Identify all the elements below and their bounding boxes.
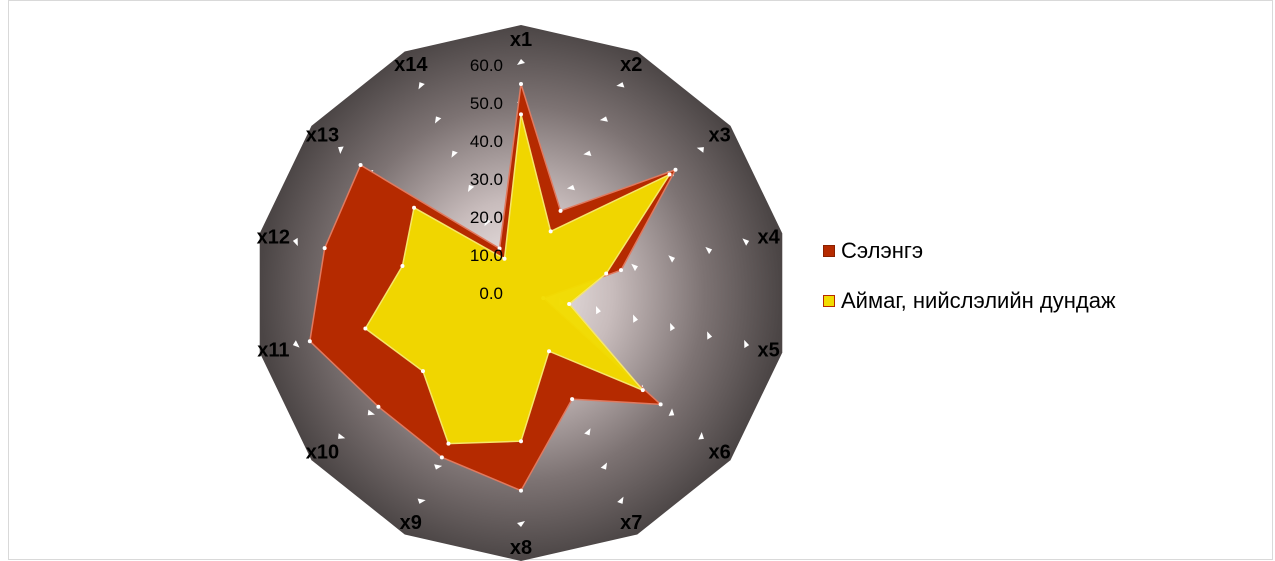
radial-tick-label: 50.0 [470,94,503,113]
spoke-tick-mark [417,498,426,504]
spoke-tick-mark [744,339,750,349]
spoke-tick-mark [668,408,675,416]
spoke-tick-mark [633,314,638,323]
spoke-tick-mark [292,340,300,348]
radial-tick-label: 60.0 [470,56,503,75]
series-2-point [363,326,368,331]
spoke-tick-mark [584,428,591,436]
series-2-point [548,229,553,234]
axis-label-x6: x6 [708,441,730,463]
legend-item-series-2: Аймаг, нийслэлийн дундаж [823,287,1116,315]
axis-label-x11: x11 [257,340,289,362]
axis-label-x14: x14 [394,54,428,76]
tick-labels: 0.0 10.0 20.0 30.0 40.0 50.0 60.0 [470,56,503,303]
series-2-point [547,349,552,354]
series-2-point [502,256,507,261]
spoke-tick-mark [451,150,458,158]
spoke-tick-mark [742,238,750,246]
series-2-point [400,263,405,268]
spoke-tick-mark [566,184,575,191]
series-1-point [519,488,523,493]
chart-frame: x1 x2 x3 x4 x5 x6 x7 x8 x9 x10 x11 x12 x13 x14 0.0 10.… [8,0,1273,561]
radial-tick-label: 40.0 [470,132,503,151]
series-1-point [307,339,312,344]
legend-swatch-series-2 [823,295,835,307]
series-2-point [640,388,645,393]
spoke-tick-mark [599,116,608,122]
series-2-point [412,205,417,210]
legend-label-series-1: Сэлэнгэ [841,238,924,263]
series-2-point [519,112,523,117]
series-1-point [322,246,327,251]
series-2-point [446,441,451,446]
spoke-tick-mark [338,433,346,439]
spoke-tick-mark [705,246,713,255]
spoke-tick-mark [595,306,601,315]
spoke-tick-mark [418,82,425,90]
spoke-tick-mark [434,116,442,124]
series-2-point [667,172,672,177]
axis-label-x8: x8 [510,537,532,559]
spoke-tick-mark [467,184,475,193]
spoke-tick-mark [517,521,525,527]
series-1-point [497,246,502,251]
spoke-tick-mark [517,59,525,65]
axis-label-x1: x1 [510,29,532,51]
axis-label-x9: x9 [400,512,422,534]
series-1-point [519,82,523,86]
series-1-point [570,397,575,402]
spoke-tick-mark [616,82,625,88]
series-2-point [519,439,523,444]
axis-label-x2: x2 [620,54,642,76]
spoke-tick-mark [698,432,704,440]
series-1-point [376,404,381,409]
radar-chart: x1 x2 x3 x4 x5 x6 x7 x8 x9 x10 x11 x12 x13 x14 0.0 10.… [257,25,783,561]
spoke-tick-mark [292,237,298,247]
spoke-tick-mark [434,464,443,470]
spoke-tick-mark [631,263,638,272]
series-1-point [619,268,624,273]
legend-swatch-series-1 [823,245,835,257]
axis-label-x7: x7 [620,512,642,534]
radial-tick-label: 30.0 [470,170,503,189]
axis-label-x13: x13 [306,125,339,147]
legend: Сэлэнгэ Аймаг, нийслэлийн дундаж [823,237,1116,337]
spoke-tick-mark [484,219,491,227]
spoke-tick-mark [707,331,713,340]
series-1-point [658,402,663,407]
radial-tick-label: 10.0 [470,246,503,265]
spoke-tick-mark [696,147,704,153]
axis-label-x12: x12 [257,226,290,248]
series-1-point [439,455,444,460]
series-2-point [420,369,425,374]
axis-label-x10: x10 [306,441,339,463]
radial-tick-label: 20.0 [470,208,503,227]
spoke-tick-mark [583,150,592,156]
legend-label-series-2: Аймаг, нийслэлийн дундаж [841,288,1116,313]
axis-label-x3: x3 [708,125,730,147]
axis-label-x4: x4 [758,226,781,248]
legend-item-series-1: Сэлэнгэ [823,237,1116,265]
series-1-point [558,208,563,213]
series-1-point [673,167,678,172]
series-2-point [567,301,572,306]
spoke-tick-mark [338,146,344,154]
axis-label-x5: x5 [758,340,780,362]
series-layer [307,82,678,493]
axis-labels: x1 x2 x3 x4 x5 x6 x7 x8 x9 x10 x11 x12 x13 x14 [257,29,781,559]
radial-tick-label: 0.0 [479,284,503,303]
spoke-tick-mark [600,462,608,470]
spoke-tick-mark [617,496,624,504]
spoke-tick-mark [670,322,676,332]
series-2-point [604,271,609,276]
spoke-tick-mark [668,255,676,263]
series-1-point [358,163,363,168]
spoke-tick-mark [367,409,375,416]
